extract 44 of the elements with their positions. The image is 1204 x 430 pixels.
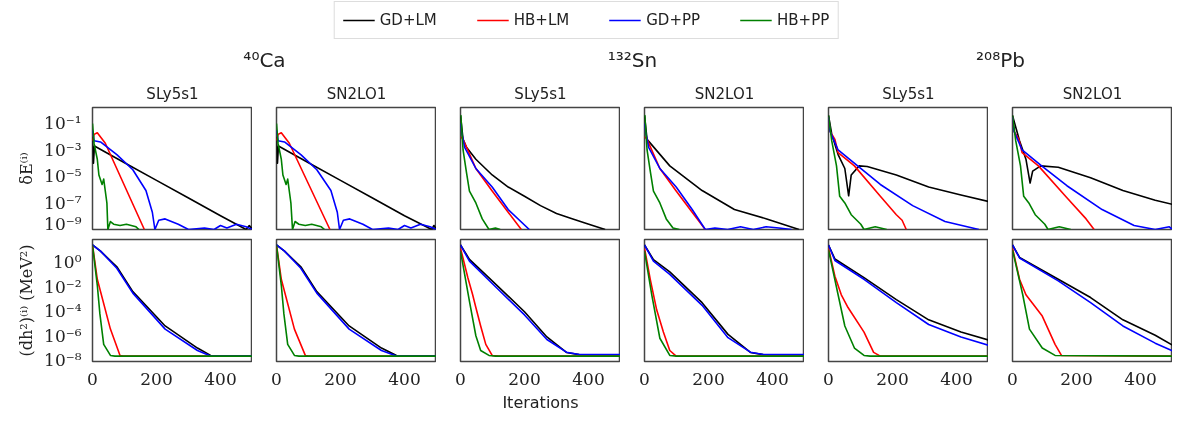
x-tick-label: 400	[572, 368, 605, 389]
x-tick-label: 200	[692, 368, 725, 389]
x-tick-label: 0	[271, 368, 282, 389]
text: ⁴⁰Ca	[243, 47, 286, 72]
legend-label: HB+PP	[777, 11, 830, 29]
legend-label: GD+LM	[379, 11, 437, 29]
x-tick-label: 400	[204, 368, 237, 389]
text: ¹³²Sn	[607, 47, 658, 72]
x-tick-label: 400	[388, 368, 421, 389]
y-axis-title: (dh²)⁽ⁱ⁾ (MeV²)	[17, 244, 37, 357]
y-tick-label: 10⁻¹	[44, 113, 82, 134]
x-tick-label: 200	[508, 368, 541, 389]
chart-title: SLy5s1	[146, 84, 199, 103]
y-tick-label: 10⁻⁸	[44, 350, 82, 371]
y-tick-label: 10⁻⁷	[44, 192, 82, 213]
x-tick-label: 0	[823, 368, 834, 389]
chart-title: SN2LO1	[694, 84, 755, 103]
chart-title: SLy5s1	[514, 84, 567, 103]
x-tick-label: 400	[940, 368, 973, 389]
y-tick-label: 10⁻⁹	[44, 213, 82, 234]
x-axis-title: Iterations	[502, 392, 579, 412]
y-tick-label: 10⁻⁵	[44, 166, 82, 187]
y-tick-label: 10⁰	[53, 252, 82, 273]
y-axis-title: δE⁽ⁱ⁾	[17, 152, 37, 185]
legend-label: HB+LM	[513, 11, 570, 29]
y-tick-label: 10⁻⁴	[44, 301, 82, 322]
y-tick-label: 10⁻³	[44, 139, 82, 160]
y-tick-label: 10⁻²	[44, 276, 82, 297]
x-tick-label: 400	[1124, 368, 1157, 389]
y-tick-label: 10⁻⁶	[44, 325, 82, 346]
x-tick-label: 200	[140, 368, 173, 389]
x-tick-label: 0	[87, 368, 98, 389]
x-tick-label: 200	[876, 368, 909, 389]
chart-title: SN2LO1	[1062, 84, 1123, 103]
legend-label: GD+PP	[646, 11, 701, 29]
text: ²⁰⁸Pb	[976, 47, 1025, 72]
x-tick-label: 200	[1060, 368, 1093, 389]
x-tick-label: 0	[455, 368, 466, 389]
x-tick-label: 0	[639, 368, 650, 389]
x-tick-label: 400	[756, 368, 789, 389]
x-tick-label: 0	[1007, 368, 1018, 389]
chart-title: SN2LO1	[326, 84, 387, 103]
x-tick-label: 200	[324, 368, 357, 389]
chart-title: SLy5s1	[882, 84, 935, 103]
